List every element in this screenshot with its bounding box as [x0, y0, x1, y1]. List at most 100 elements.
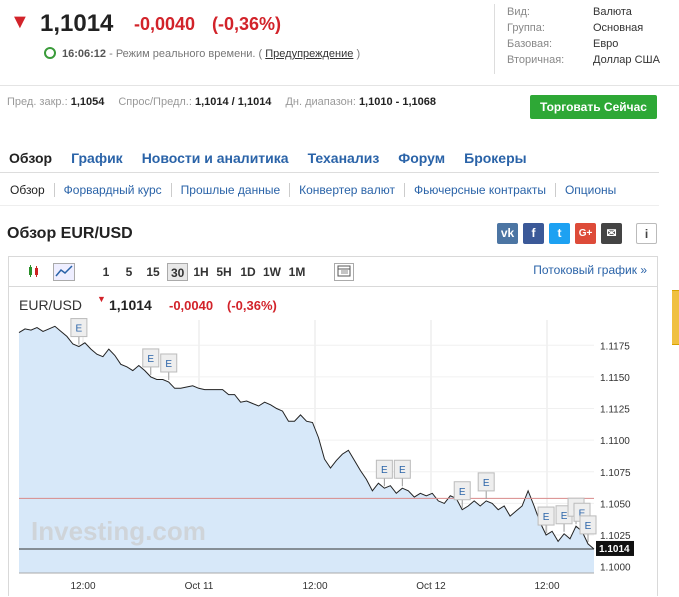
close-paren: ) [356, 48, 361, 60]
y-tick-label: 1.1025 [600, 531, 631, 542]
chart-symbol: EUR/USD [19, 297, 82, 313]
event-marker-box [579, 515, 597, 535]
table-view-icon[interactable] [334, 263, 354, 281]
tab-technical[interactable]: Теханализ [307, 150, 380, 166]
quote-change-percent: (-0,36%) [212, 14, 282, 34]
main-tabs: Обзор График Новости и аналитика Теханал… [9, 150, 527, 166]
event-marker-box [70, 318, 88, 338]
side-tab[interactable] [672, 290, 679, 345]
event-marker-box [375, 459, 393, 479]
y-tick-label: 1.1175 [600, 341, 630, 352]
subtab-overview[interactable]: Обзор [10, 183, 45, 197]
subtab-forward-rates[interactable]: Форвардный курс [53, 183, 171, 197]
interval-30[interactable]: 30 [167, 263, 188, 281]
chart-price: 1,1014 [109, 297, 152, 313]
tab-forum[interactable]: Форум [398, 150, 446, 166]
interval-1w[interactable]: 1W [263, 265, 281, 279]
tab-overview[interactable]: Обзор [9, 150, 53, 166]
instrument-info: Вид: Валюта Группа: Основная Базовая: Евро … [494, 4, 679, 74]
event-marker-label: E [585, 521, 592, 532]
x-tick-label: Oct 12 [416, 581, 446, 592]
subtab-futures[interactable]: Фьючерсные контракты [403, 183, 555, 197]
down-marker-icon: ▼ [97, 294, 106, 304]
event-marker-label: E [147, 354, 154, 365]
day-range-value: 1,1010 - 1,1068 [358, 96, 437, 108]
bid-ask-value: 1,1014 / 1,1014 [194, 96, 272, 108]
x-tick-label: 12:00 [302, 581, 327, 592]
info-value: Доллар США [593, 54, 660, 66]
price-area [19, 326, 594, 573]
interval-15[interactable]: 15 [146, 265, 160, 279]
prev-close-value: 1,1054 [70, 96, 105, 108]
investing-watermark: Investing.com [31, 516, 206, 546]
interval-1m[interactable]: 1M [288, 265, 306, 279]
googleplus-icon[interactable]: G+ [575, 223, 596, 244]
prev-close-label: Пред. закр.: [7, 96, 68, 108]
subtab-options[interactable]: Опционы [554, 183, 625, 197]
candlestick-icon[interactable] [27, 263, 43, 281]
tab-brokers[interactable]: Брокеры [464, 150, 527, 166]
chart-widget: 1 5 15 30 1H 5H 1D 1W 1M Потоковый графи… [8, 256, 658, 596]
chart-toolbar: 1 5 15 30 1H 5H 1D 1W 1M Потоковый графи… [9, 257, 657, 287]
chart-change: -0,0040 [169, 298, 213, 313]
interval-5h[interactable]: 5H [216, 265, 232, 279]
realtime-mode-text: - Режим реального времени. ( [109, 48, 263, 60]
interval-1[interactable]: 1 [102, 265, 110, 279]
info-value: Основная [593, 22, 644, 34]
y-tick-label: 1.1100 [600, 436, 630, 447]
event-marker-label: E [165, 359, 172, 370]
area-chart-icon[interactable] [53, 263, 75, 281]
info-label: Вид: [507, 6, 530, 18]
interval-1h[interactable]: 1H [193, 265, 209, 279]
info-value: Евро [593, 38, 619, 50]
interval-1d[interactable]: 1D [240, 265, 256, 279]
chart-change-percent: (-0,36%) [227, 298, 277, 313]
interval-5[interactable]: 5 [125, 265, 133, 279]
twitter-icon[interactable]: t [549, 223, 570, 244]
current-price-label-bg [596, 540, 634, 556]
quote-time: 16:06:12 [62, 48, 107, 60]
x-tick-label: 12:00 [534, 581, 559, 592]
price-line [18, 325, 595, 550]
tab-news[interactable]: Новости и аналитика [141, 150, 289, 166]
quote-change: -0,0040 [134, 14, 196, 34]
day-range-label: Дн. диапазон: [285, 96, 356, 108]
event-marker-label: E [381, 465, 388, 476]
warning-link[interactable]: Предупреждение [265, 48, 354, 60]
email-icon[interactable]: ✉ [601, 223, 622, 244]
info-icon[interactable]: i [636, 223, 657, 244]
event-marker-box [453, 481, 471, 501]
event-marker-box [537, 506, 555, 526]
x-tick-label: Oct 11 [185, 581, 214, 592]
divider [0, 172, 659, 173]
subtab-currency-converter[interactable]: Конвертер валют [289, 183, 404, 197]
info-label: Группа: [507, 22, 545, 34]
y-tick-label: 1.1000 [600, 563, 631, 574]
event-marker-box [393, 459, 411, 479]
price-chart: EUR/USD ▼ 1,1014 -0,0040 (-0,36%) 1.1175 1.115… [18, 294, 634, 592]
trade-now-button[interactable]: Торговать Сейчас [530, 95, 657, 119]
down-arrow-icon: ▼ [10, 11, 30, 33]
event-marker-label: E [76, 324, 83, 335]
event-marker-label: E [459, 487, 466, 498]
sub-tabs: Обзор Форвардный курс Прошлые данные Кон… [10, 183, 625, 197]
divider [0, 85, 679, 86]
divider [0, 205, 659, 206]
info-label: Базовая: [507, 38, 553, 50]
facebook-icon[interactable]: f [523, 223, 544, 244]
bid-ask-label: Спрос/Предл.: [118, 96, 192, 108]
y-tick-label: 1.1150 [600, 373, 630, 384]
event-marker-box [477, 472, 495, 492]
event-marker-label: E [579, 508, 586, 519]
quote-price: 1,1014 [40, 10, 114, 37]
tab-chart[interactable]: График [71, 150, 123, 166]
realtime-status: 16:06:12 - Режим реального времени. ( Пр… [44, 47, 360, 60]
event-marker-label: E [561, 511, 568, 522]
y-tick-label: 1.1125 [600, 405, 630, 416]
y-tick-label: 1.1075 [600, 468, 631, 479]
info-label: Вторичная: [507, 54, 565, 66]
subtab-historical-data[interactable]: Прошлые данные [170, 183, 289, 197]
vk-icon[interactable]: vk [497, 223, 518, 244]
streaming-chart-link[interactable]: Потоковый график » [533, 263, 647, 277]
x-tick-label: 12:00 [70, 581, 95, 592]
